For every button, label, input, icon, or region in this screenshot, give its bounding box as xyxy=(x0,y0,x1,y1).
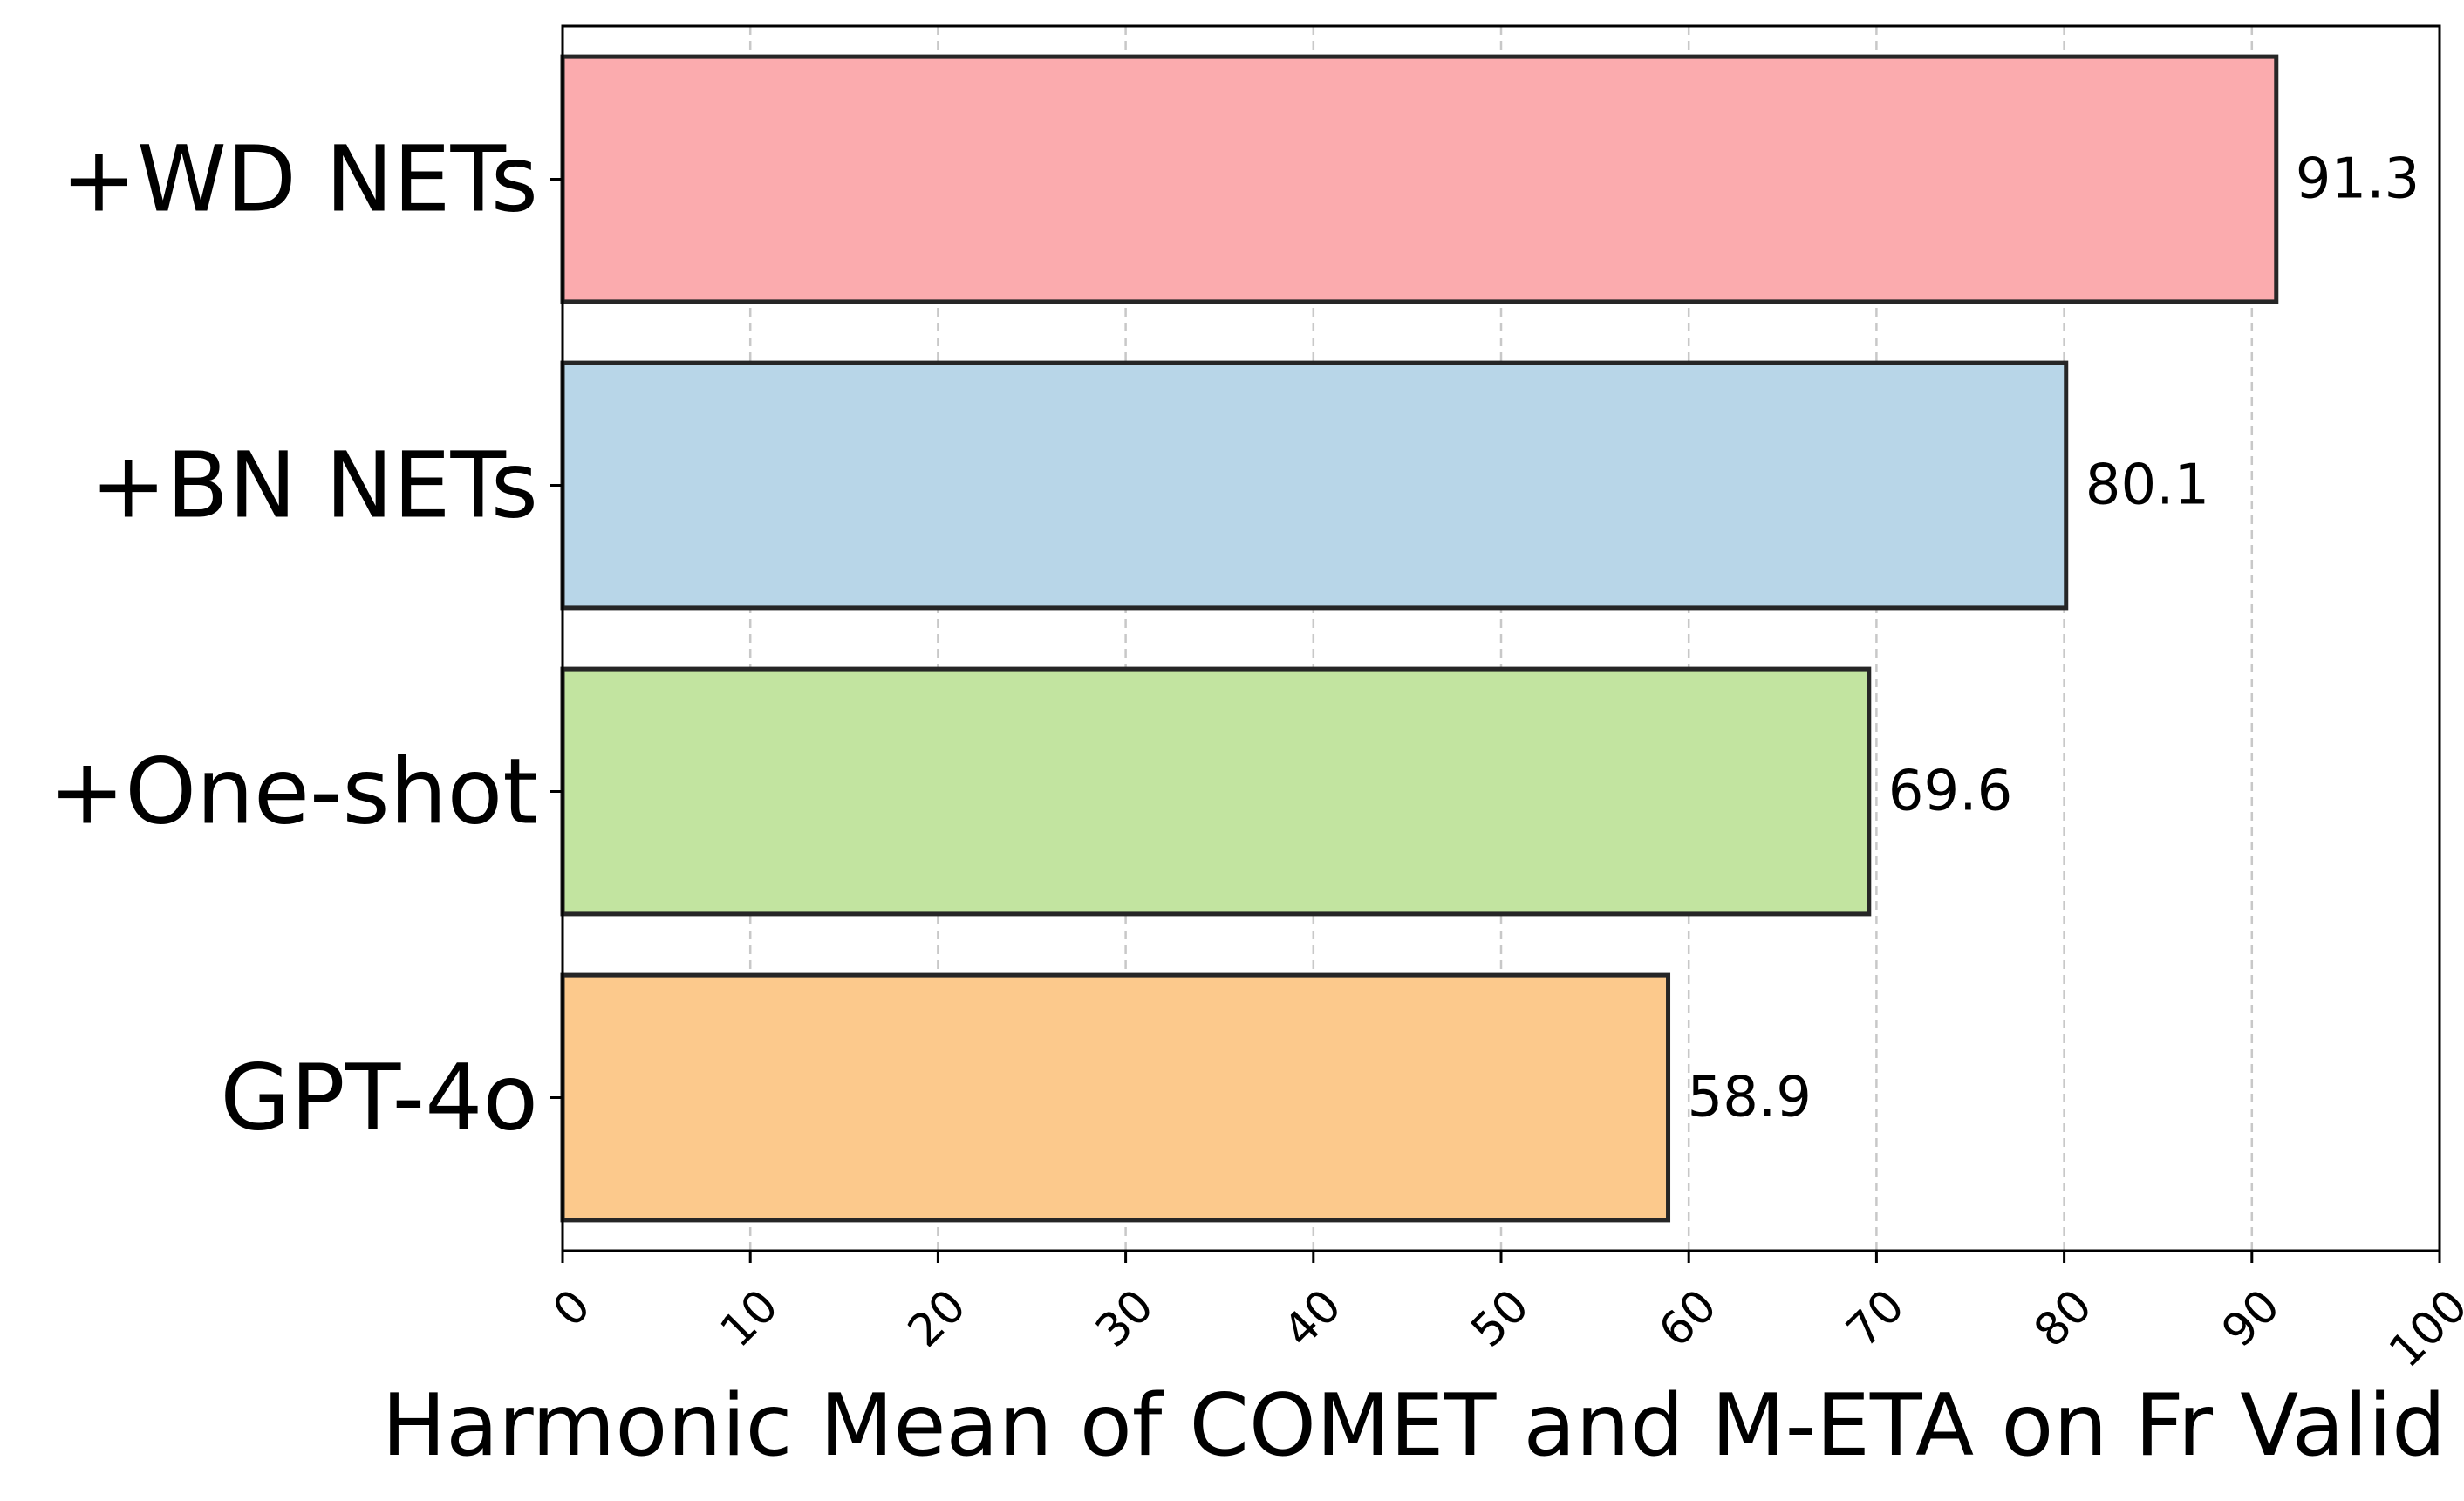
bar-value-label: 69.6 xyxy=(1888,760,2013,824)
value-labels: 91.3 80.1 69.6 58.9 xyxy=(1688,147,2420,1130)
x-axis-label: Harmonic Mean of COMET and M-ETA on Fr V… xyxy=(382,1376,2447,1476)
y-tick-label: +One-shot xyxy=(49,739,538,845)
bar-value-label: 91.3 xyxy=(2296,147,2420,212)
bar xyxy=(560,666,1872,917)
bars xyxy=(560,54,2279,1223)
grid xyxy=(748,26,2254,1251)
y-tick-label: GPT-4o xyxy=(220,1045,538,1151)
y-tick-label: +WD NETs xyxy=(61,126,538,233)
y-axis: +WD NETs +BN NETs +One-shot GPT-4o xyxy=(49,126,563,1151)
bar xyxy=(560,54,2279,304)
bar xyxy=(560,360,2069,611)
bar-value-label: 58.9 xyxy=(1688,1066,1812,1130)
bar xyxy=(560,972,1671,1223)
bar-value-label: 80.1 xyxy=(2085,454,2210,518)
y-tick-label: +BN NETs xyxy=(91,433,538,539)
